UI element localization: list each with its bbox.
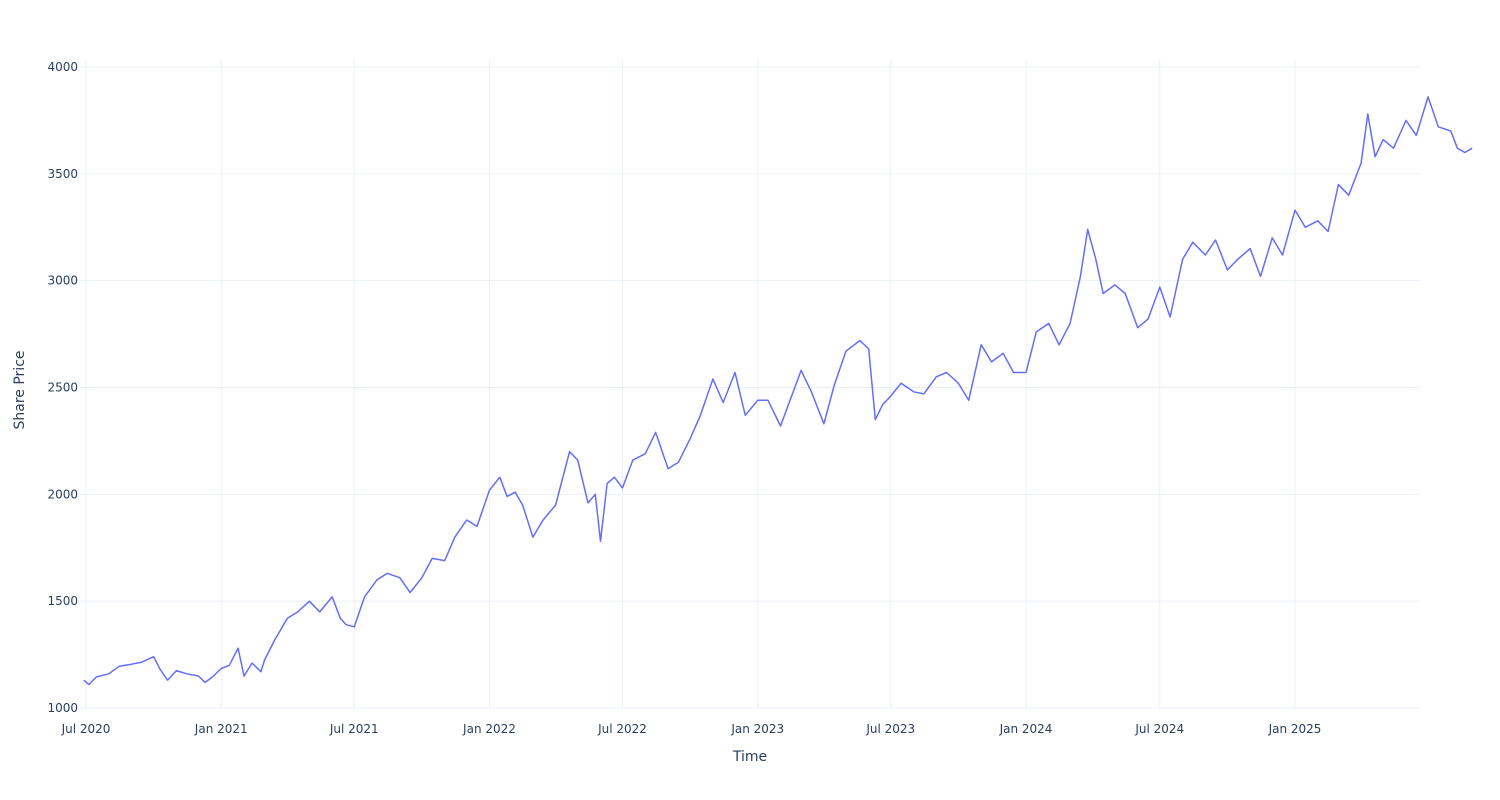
x-tick-label: Jan 2022 — [462, 722, 516, 736]
x-tick-label: Jul 2024 — [1134, 722, 1184, 736]
axis-ticks: 1000 1500 2000 2500 3000 3500 4000 Jul 2020 Jan … — [47, 60, 1321, 736]
y-tick-label: 3500 — [47, 167, 78, 181]
x-tick-label: Jul 2021 — [329, 722, 379, 736]
share-price-line — [83, 96, 1473, 686]
x-tick-label: Jul 2022 — [597, 722, 647, 736]
x-tick-label: Jan 2024 — [999, 722, 1053, 736]
x-tick-label: Jan 2021 — [194, 722, 248, 736]
y-tick-label: 1500 — [47, 594, 78, 608]
y-tick-label: 4000 — [47, 60, 78, 74]
y-tick-label: 1000 — [47, 701, 78, 715]
x-tick-label: Jul 2023 — [865, 722, 915, 736]
x-axis-title: Time — [732, 749, 767, 765]
y-tick-label: 2500 — [47, 381, 78, 395]
x-tick-label: Jan 2023 — [730, 722, 784, 736]
y-tick-label: 2000 — [47, 487, 78, 501]
y-tick-label: 3000 — [47, 274, 78, 288]
y-axis-title: Share Price — [12, 350, 28, 429]
x-tick-label: Jan 2025 — [1268, 722, 1322, 736]
x-tick-label: Jul 2020 — [61, 722, 111, 736]
grid-lines — [80, 60, 1420, 709]
